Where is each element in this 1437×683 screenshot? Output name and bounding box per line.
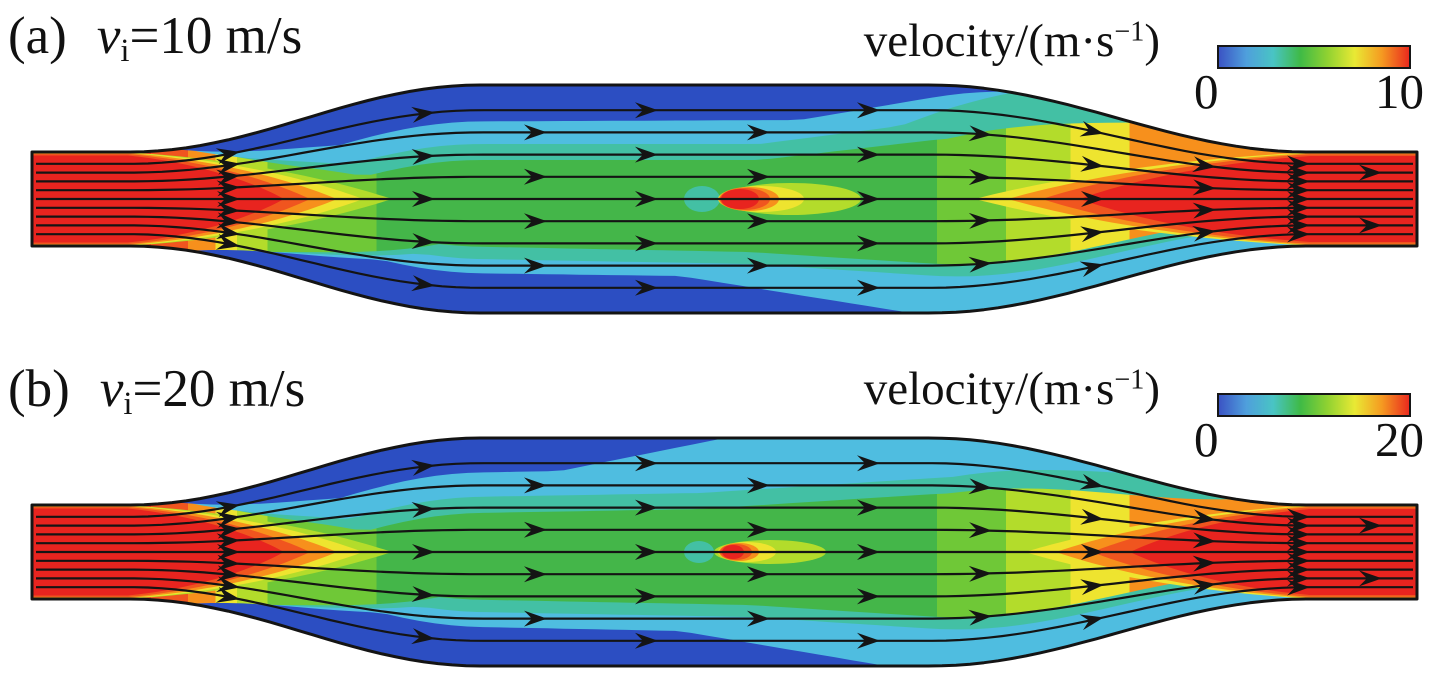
panel-a-velocity-symbol: vi [96,7,130,70]
panel-a-label: (a) vi=10 m/s [8,10,302,68]
flow-contour-panel-a [30,83,1419,315]
colorbar-a-tick-min: 0 [1194,64,1219,119]
panel-a-velocity-value: =10 m/s [129,7,303,65]
panel-b-velocity-symbol: vi [99,360,133,423]
panel-b-tag: (b) [8,360,70,418]
colorbar-b-tick-max: 20 [1375,412,1424,467]
colorbar-b-gradient [1217,393,1411,417]
colorbar-b-tick-min: 0 [1194,412,1219,467]
flow-contour-panel-b [30,436,1419,668]
colorbar-a-tick-max: 10 [1375,64,1424,119]
colorbar-a-ticks: 0 10 [1194,67,1424,116]
colorbar-b-ticks: 0 20 [1194,415,1424,464]
panel-b-velocity-value: =20 m/s [132,360,306,418]
colorbar-a-title: velocity/(m·s−1) [863,15,1160,67]
colorbar-a-gradient [1217,45,1411,69]
panel-b-label: (b) vi=20 m/s [8,363,305,421]
colorbar-b-title: velocity/(m·s−1) [863,363,1160,415]
panel-a-tag: (a) [8,7,67,65]
